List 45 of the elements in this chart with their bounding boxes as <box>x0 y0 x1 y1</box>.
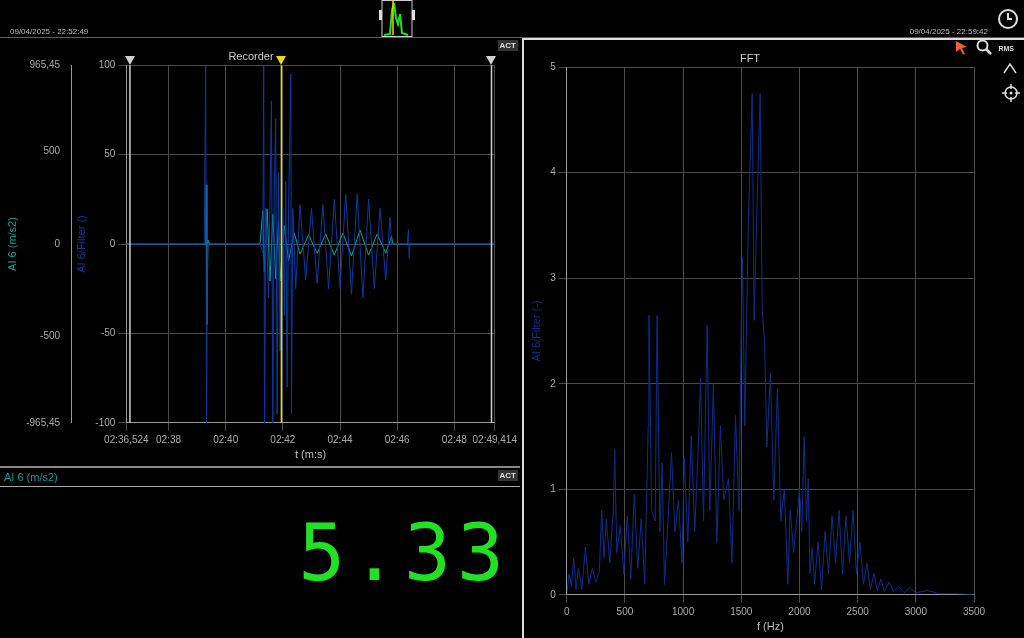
y-tick-label: 1 <box>550 483 557 495</box>
y2-tick-label: -500 <box>40 330 61 342</box>
x-tick-label: 02:49,414 <box>472 433 518 445</box>
y-axis-title: AI 6/Filter () <box>74 215 87 273</box>
x-tick-label: 02:46 <box>384 433 411 445</box>
y-tick-label: 2 <box>550 377 557 389</box>
y-tick-label: 5 <box>550 60 557 72</box>
x-tick-label: 1000 <box>671 605 695 617</box>
text: ACT <box>497 40 518 51</box>
y-tick-label: -100 <box>95 416 116 428</box>
x-tick-label: 02:36,524 <box>104 433 150 445</box>
chart-title: Recorder <box>228 49 274 62</box>
x-tick-label: 02:42 <box>270 433 296 445</box>
x-tick-label: 1500 <box>730 605 753 617</box>
y-tick-label: 4 <box>550 166 557 178</box>
x-tick-label: 500 <box>616 605 634 617</box>
x-tick-label: 0 <box>563 605 570 617</box>
x-tick-label: 2500 <box>846 605 870 617</box>
x-tick-label: 02:38 <box>156 433 182 445</box>
y-tick-label: 0 <box>550 588 557 600</box>
text: 09/04/2025 - 22:52:49 <box>10 27 89 36</box>
x-axis-title: t (m:s) <box>294 448 327 461</box>
text: 09/04/2025 - 22:59:42 <box>909 27 988 36</box>
x-tick-label: 02:44 <box>327 433 353 445</box>
y-tick-label: -50 <box>100 327 116 339</box>
x-tick-label: 2000 <box>788 605 812 617</box>
y2-tick-label: 0 <box>54 237 61 249</box>
y2-tick-label: 965,45 <box>29 58 61 70</box>
y-tick-label: 0 <box>109 237 116 249</box>
y2-tick-label: 500 <box>43 145 61 157</box>
y2-tick-label: -965,45 <box>26 416 61 428</box>
x-tick-label: 3000 <box>904 605 928 617</box>
y-tick-label: 100 <box>98 58 116 70</box>
text: 5.33 <box>298 508 510 598</box>
y-axis-title: AI 6/Filter (-) <box>529 300 542 362</box>
chart-title: FFT <box>739 51 761 64</box>
x-tick-label: 02:48 <box>441 433 468 445</box>
x-axis-title: f (Hz) <box>756 620 784 633</box>
text: AI 6 (m/s2) <box>4 471 58 483</box>
y2-axis-title: AI 6 (m/s2) <box>5 217 18 271</box>
text: ACT <box>497 470 518 481</box>
y-tick-label: 50 <box>104 148 116 160</box>
y-tick-label: 3 <box>550 271 557 283</box>
x-tick-label: 02:40 <box>213 433 239 445</box>
x-tick-label: 3500 <box>962 605 986 617</box>
